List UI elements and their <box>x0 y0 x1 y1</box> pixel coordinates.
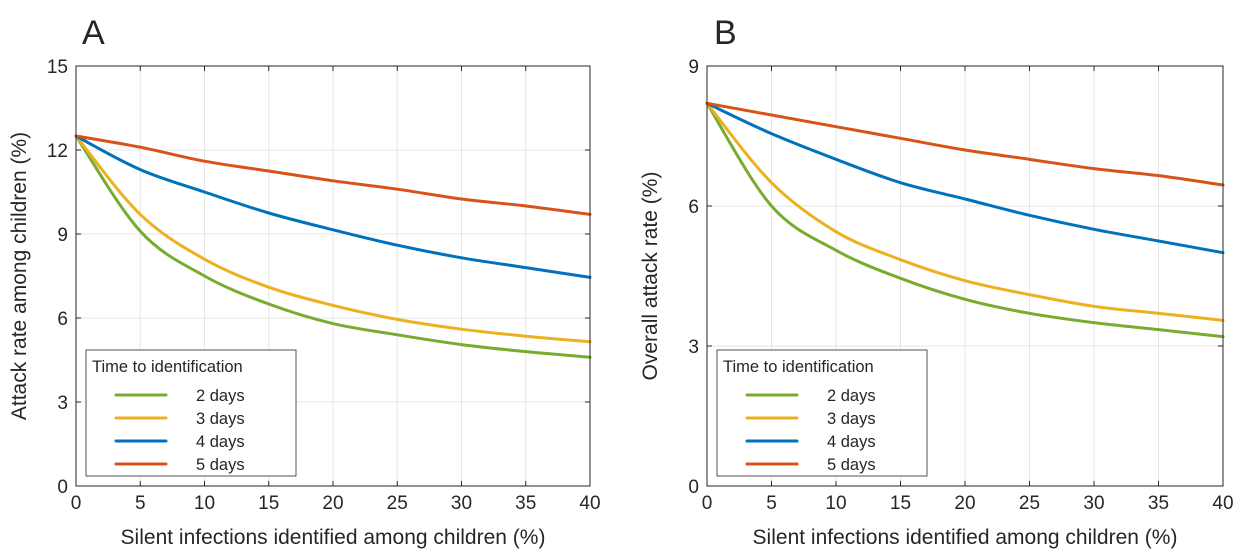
legend-title: Time to identification <box>723 358 874 376</box>
panel-letter: B <box>714 14 737 52</box>
y-tick-label: 6 <box>57 309 68 330</box>
x-tick-label: 25 <box>1019 493 1040 514</box>
x-tick-label: 20 <box>954 493 975 514</box>
legend-entry: 2 days <box>196 387 245 405</box>
legend: Time to identification 2 days 3 days 4 days… <box>716 349 928 477</box>
legend-entry: 5 days <box>827 456 876 474</box>
chart-panel-b: B 0 5 10 15 20 25 30 35 40 0 3 6 9 Silent infections i… <box>639 14 1234 549</box>
x-tick-label: 0 <box>702 493 713 514</box>
legend-box <box>85 349 297 477</box>
series-line-5-days <box>74 134 592 216</box>
series-line-3-days <box>705 101 1225 322</box>
legend-title: Time to identification <box>92 358 243 376</box>
x-tick-label: 40 <box>1212 493 1233 514</box>
x-tick-label: 30 <box>451 493 472 514</box>
series-line-5-days <box>705 101 1225 187</box>
legend-entry: 4 days <box>196 433 245 451</box>
legend-entry: 2 days <box>827 387 876 405</box>
series-line-2-days <box>705 101 1225 339</box>
x-axis-label: Silent infections identified among child… <box>121 526 546 549</box>
y-axis-label: Overall attack rate (%) <box>639 172 662 381</box>
x-tick-label: 40 <box>579 493 600 514</box>
y-tick-label: 3 <box>57 393 68 414</box>
legend-entry: 4 days <box>827 433 876 451</box>
legend: Time to identification 2 days 3 days 4 days… <box>85 349 297 477</box>
x-axis-label: Silent infections identified among child… <box>753 526 1178 549</box>
y-tick-label: 12 <box>47 141 68 162</box>
y-tick-label: 3 <box>688 337 699 358</box>
legend-entry: 3 days <box>196 410 245 428</box>
legend-entry: 3 days <box>827 410 876 428</box>
x-tick-label: 5 <box>135 493 146 514</box>
x-tick-label: 30 <box>1083 493 1104 514</box>
x-tick-label: 0 <box>71 493 82 514</box>
x-tick-label: 10 <box>194 493 215 514</box>
series-line-4-days <box>705 101 1225 255</box>
x-tick-label: 10 <box>825 493 846 514</box>
y-tick-label: 15 <box>47 57 68 78</box>
series-line-4-days <box>74 134 592 279</box>
chart-panel-a: A 0 5 10 15 20 25 30 35 40 0 3 6 9 12 15 Silent infectio… <box>8 14 601 549</box>
panel-letter: A <box>82 14 105 52</box>
y-tick-label: 0 <box>57 477 68 498</box>
y-tick-label: 9 <box>688 57 699 78</box>
series-line-3-days <box>74 134 592 344</box>
x-tick-label: 20 <box>322 493 343 514</box>
legend-entry: 5 days <box>196 456 245 474</box>
x-tick-label: 5 <box>766 493 777 514</box>
y-tick-label: 6 <box>688 197 699 218</box>
y-axis-label: Attack rate among children (%) <box>8 132 31 420</box>
x-tick-label: 15 <box>890 493 911 514</box>
y-tick-label: 0 <box>688 477 699 498</box>
x-tick-label: 35 <box>1148 493 1169 514</box>
x-tick-label: 25 <box>387 493 408 514</box>
legend-box <box>716 349 928 477</box>
y-tick-label: 9 <box>57 225 68 246</box>
x-tick-label: 15 <box>258 493 279 514</box>
x-tick-label: 35 <box>515 493 536 514</box>
series-line-2-days <box>74 134 592 359</box>
